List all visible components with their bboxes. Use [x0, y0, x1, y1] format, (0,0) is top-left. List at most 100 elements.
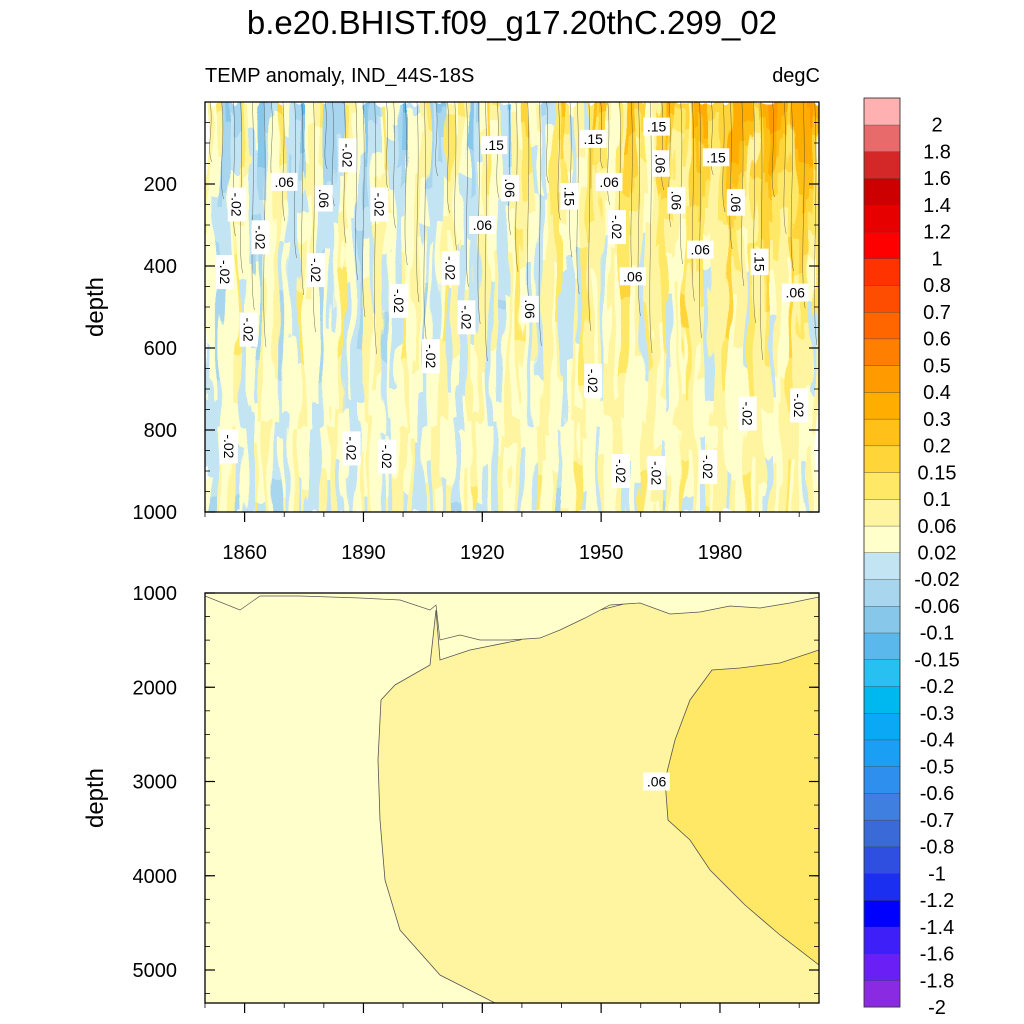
- upper-field-cell: [408, 247, 414, 253]
- upper-field-cell: [323, 257, 330, 263]
- upper-field-cell: [358, 337, 365, 343]
- upper-field-cell: [412, 137, 419, 143]
- upper-field-cell: [313, 487, 320, 493]
- upper-field-cell: [417, 392, 424, 398]
- upper-field-cell: [368, 182, 375, 188]
- upper-field-cell: [239, 422, 246, 428]
- upper-field-cell: [279, 352, 286, 358]
- upper-field-cell: [447, 122, 454, 128]
- upper-field-cell: [274, 242, 281, 248]
- upper-field-cell: [398, 247, 404, 253]
- upper-field-cell: [378, 272, 385, 278]
- upper-field-cell: [304, 177, 310, 183]
- upper-field-cell: [323, 412, 330, 418]
- upper-field-cell: [417, 172, 424, 178]
- upper-field-cell: [313, 322, 320, 328]
- upper-field-cell: [338, 107, 345, 113]
- upper-field-cell: [353, 307, 360, 313]
- upper-field-cell: [502, 247, 508, 253]
- upper-field-cell: [333, 487, 340, 493]
- upper-field-cell: [427, 107, 434, 113]
- upper-field-cell: [363, 367, 370, 373]
- upper-field-cell: [447, 492, 454, 498]
- upper-field-cell: [487, 297, 493, 303]
- upper-field-cell: [284, 202, 290, 208]
- upper-field-cell: [274, 217, 281, 223]
- upper-field-cell: [422, 257, 429, 263]
- upper-field-cell: [289, 417, 295, 423]
- upper-field-cell: [412, 457, 419, 463]
- upper-field-cell: [284, 147, 290, 153]
- upper-field-cell: [348, 427, 355, 433]
- upper-field-cell: [294, 222, 300, 228]
- upper-field-cell: [234, 352, 241, 358]
- upper-field-cell: [289, 312, 295, 318]
- upper-field-cell: [358, 292, 365, 298]
- upper-field-cell: [214, 182, 221, 188]
- upper-field-cell: [373, 452, 380, 458]
- upper-field-cell: [497, 362, 503, 368]
- upper-field-cell: [492, 267, 498, 273]
- upper-field-cell: [264, 492, 271, 498]
- upper-field-cell: [205, 267, 211, 273]
- upper-field-cell: [264, 292, 271, 298]
- upper-field-cell: [299, 147, 305, 153]
- upper-field-cell: [264, 312, 271, 318]
- upper-field-cell: [294, 117, 300, 123]
- upper-field-cell: [442, 197, 449, 203]
- upper-field-cell: [452, 337, 459, 343]
- upper-field-cell: [467, 362, 474, 368]
- upper-field-cell: [417, 222, 424, 228]
- upper-field-cell: [462, 372, 469, 378]
- upper-field-cell: [214, 232, 221, 238]
- upper-field-cell: [323, 487, 330, 493]
- upper-field-cell: [214, 502, 221, 508]
- upper-field-cell: [482, 437, 489, 443]
- upper-field-cell: [264, 472, 271, 478]
- upper-field-cell: [289, 457, 295, 463]
- upper-field-cell: [422, 152, 429, 158]
- upper-field-cell: [224, 422, 231, 428]
- upper-field-cell: [373, 227, 380, 233]
- upper-field-cell: [457, 162, 464, 168]
- upper-field-cell: [274, 197, 281, 203]
- upper-field-cell: [299, 312, 305, 318]
- upper-field-cell: [363, 202, 370, 208]
- upper-field-cell: [333, 367, 340, 373]
- upper-field-cell: [328, 107, 335, 113]
- upper-field-cell: [398, 362, 404, 368]
- upper-field-cell: [328, 157, 335, 163]
- upper-field-cell: [209, 327, 216, 333]
- upper-field-cell: [328, 322, 335, 328]
- upper-field-cell: [343, 252, 350, 258]
- upper-field-cell: [393, 257, 399, 263]
- upper-field-cell: [437, 202, 444, 208]
- upper-field-cell: [477, 387, 484, 393]
- upper-field-cell: [254, 147, 261, 153]
- upper-field-cell: [457, 427, 464, 433]
- upper-field-cell: [432, 502, 439, 508]
- upper-field-cell: [333, 127, 340, 133]
- upper-field-cell: [239, 102, 246, 108]
- upper-field-cell: [408, 192, 414, 198]
- upper-field-cell: [304, 402, 310, 408]
- upper-field-cell: [348, 207, 355, 213]
- upper-field-cell: [412, 507, 419, 512]
- upper-field-cell: [417, 197, 424, 203]
- upper-field-cell: [279, 137, 286, 143]
- upper-field-cell: [427, 327, 434, 333]
- upper-field-cell: [432, 452, 439, 458]
- upper-field-cell: [264, 437, 271, 443]
- upper-field-cell: [452, 207, 459, 213]
- upper-field-cell: [318, 492, 325, 498]
- upper-field-cell: [229, 337, 236, 343]
- upper-field-cell: [457, 477, 464, 483]
- upper-field-cell: [398, 372, 404, 378]
- upper-field-cell: [427, 442, 434, 448]
- upper-field-cell: [284, 257, 290, 263]
- upper-field-cell: [403, 157, 409, 163]
- upper-field-cell: [417, 137, 424, 143]
- upper-field-cell: [358, 422, 365, 428]
- upper-field-cell: [417, 477, 424, 483]
- upper-field-cell: [289, 397, 295, 403]
